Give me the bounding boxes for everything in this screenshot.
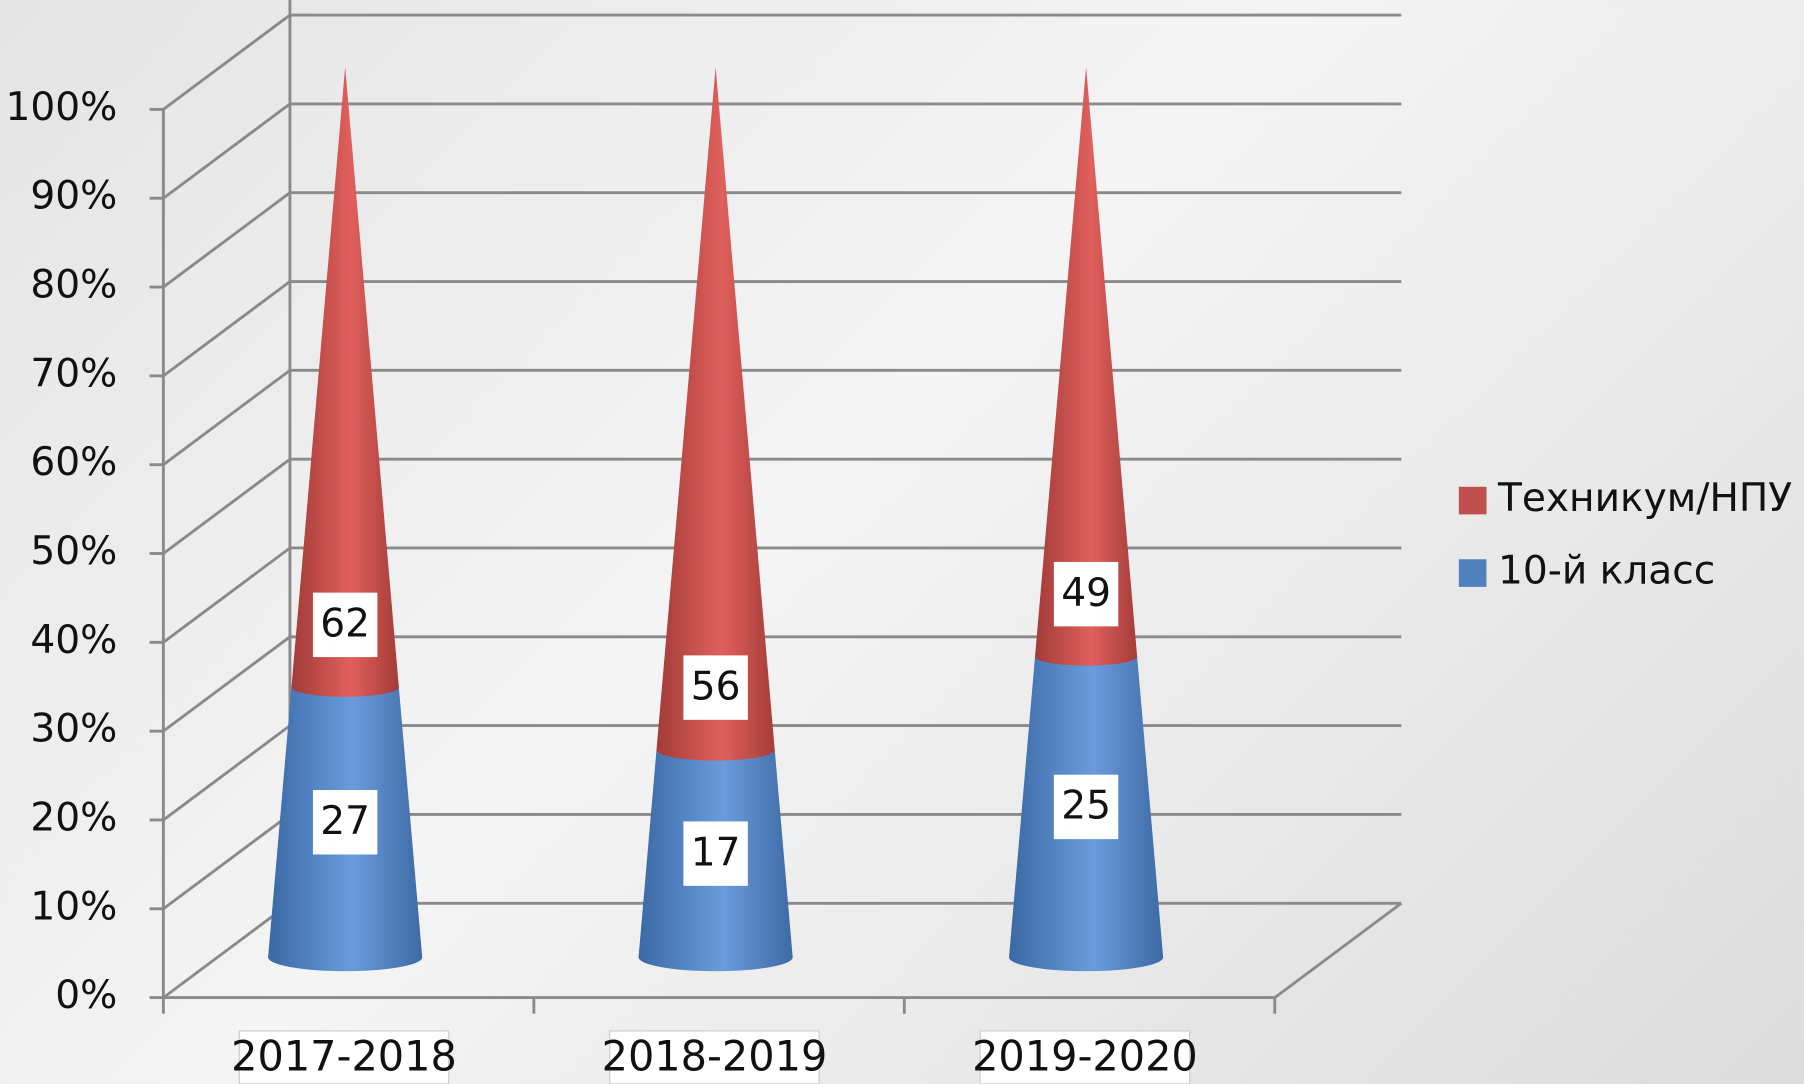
value-label: 56 xyxy=(691,664,741,709)
x-tick-label: 2018-2019 xyxy=(602,1033,828,1081)
value-label: 25 xyxy=(1061,784,1111,829)
value-label-box xyxy=(312,592,378,658)
legend-label: 10-й класс xyxy=(1498,549,1715,594)
legend-swatch xyxy=(1458,559,1487,587)
x-tick-label: 2019-2020 xyxy=(972,1033,1198,1081)
y-tick-label: 0% xyxy=(55,973,117,1018)
x-tick-label: 2017-2018 xyxy=(231,1033,457,1081)
cone-segment xyxy=(656,66,775,761)
y-tick-label: 80% xyxy=(30,263,117,308)
value-label: 62 xyxy=(320,601,370,646)
cone-segment xyxy=(291,66,399,697)
value-label: 49 xyxy=(1061,571,1111,616)
legend-label: Техникум/НПУ xyxy=(1497,476,1792,521)
y-tick-label: 60% xyxy=(30,440,117,485)
y-tick-label: 10% xyxy=(30,884,117,929)
grid: 0% 10% 20% 30% 40% 50% 60% 70% 80% 90% 100% xyxy=(6,0,1403,1018)
grid-line xyxy=(162,724,291,822)
plot: 2017-2018 27 62 2018-2019 17 56 2019-2020 25 49 xyxy=(231,66,1198,1084)
value-label-box xyxy=(1053,561,1119,627)
y-tick-label: 90% xyxy=(30,174,117,219)
x-label-box xyxy=(238,1030,450,1084)
y-tick-label: 40% xyxy=(30,618,117,663)
grid-line xyxy=(162,280,291,378)
grid-line xyxy=(162,102,291,200)
grid-line xyxy=(162,635,291,733)
floor-edge xyxy=(1273,902,1403,999)
y-tick-label: 20% xyxy=(30,795,117,840)
grid-line xyxy=(162,458,291,555)
grid-line xyxy=(162,813,291,910)
value-label: 17 xyxy=(691,830,741,875)
legend-swatch xyxy=(1458,486,1487,515)
y-tick-label: 50% xyxy=(30,529,117,574)
value-label-box xyxy=(312,790,378,855)
grid-line xyxy=(162,191,291,289)
grid-line xyxy=(162,369,291,466)
x-label-box xyxy=(979,1030,1191,1084)
x-label-box xyxy=(609,1030,820,1084)
y-tick-label: 70% xyxy=(30,351,117,396)
value-label-box xyxy=(683,821,748,886)
y-tick-label: 30% xyxy=(30,707,117,752)
value-label-box xyxy=(1053,774,1119,840)
cone-segment xyxy=(1035,66,1138,666)
grid-line xyxy=(162,13,291,111)
value-label: 27 xyxy=(320,799,370,844)
grid-line xyxy=(162,546,291,644)
grid-line xyxy=(162,902,291,999)
value-label-box xyxy=(683,655,748,720)
y-tick-label: 100% xyxy=(6,85,118,130)
